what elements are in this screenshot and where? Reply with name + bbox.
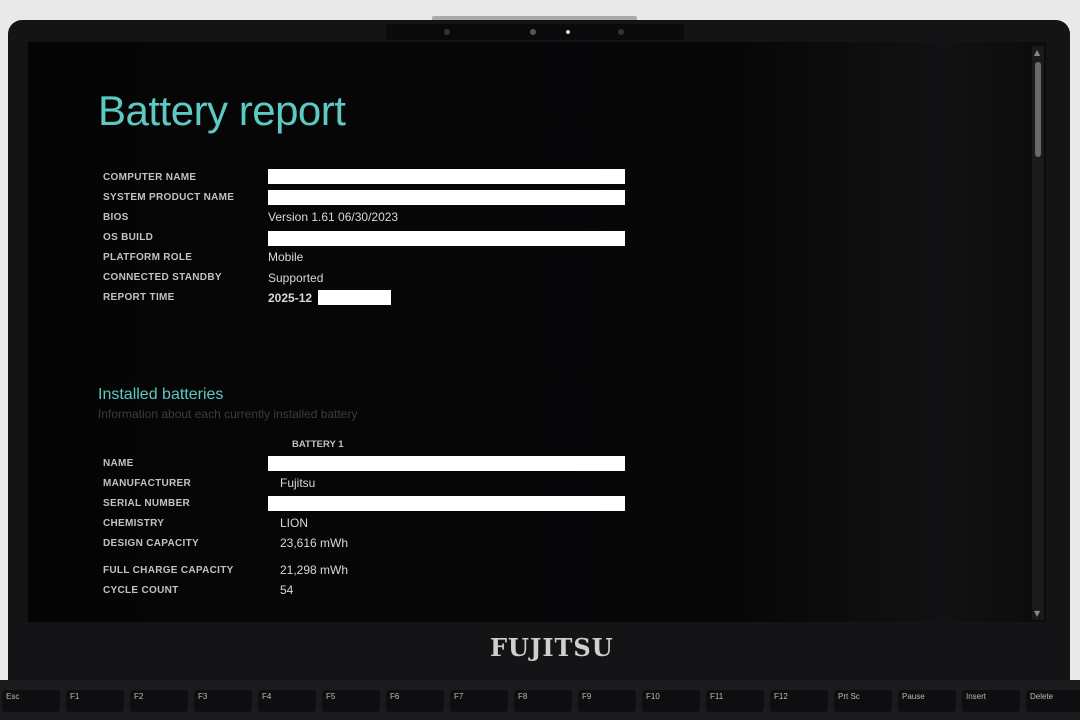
redacted-computer-name bbox=[268, 169, 625, 184]
scroll-up-arrow-icon[interactable]: ▲ bbox=[1034, 48, 1041, 57]
label-manufacturer: MANUFACTURER bbox=[103, 478, 192, 489]
camera-icon bbox=[530, 29, 536, 35]
sensor-icon bbox=[444, 29, 450, 35]
label-report-time: REPORT TIME bbox=[103, 292, 175, 303]
camera-led-icon bbox=[566, 30, 570, 34]
key-f10[interactable]: F10 bbox=[642, 690, 700, 712]
value-bios: Version 1.61 06/30/2023 bbox=[268, 210, 399, 224]
key-esc[interactable]: Esc bbox=[2, 690, 60, 712]
label-connected-standby: CONNECTED STANDBY bbox=[103, 272, 222, 283]
key-insert[interactable]: Insert bbox=[962, 690, 1020, 712]
label-os-build: OS BUILD bbox=[103, 232, 154, 243]
page-title: Battery report bbox=[98, 87, 346, 134]
redacted-battery-name bbox=[268, 456, 625, 471]
key-f8[interactable]: F8 bbox=[514, 690, 572, 712]
key-f6[interactable]: F6 bbox=[386, 690, 444, 712]
scroll-thumb[interactable] bbox=[1035, 62, 1041, 157]
value-full-charge-capacity: 21,298 mWh bbox=[280, 563, 349, 577]
battery-column-header: BATTERY 1 bbox=[292, 439, 344, 450]
value-cycle-count: 54 bbox=[280, 583, 294, 597]
key-prt-sc[interactable]: Prt Sc bbox=[834, 690, 892, 712]
vertical-scrollbar[interactable]: ▲ ▼ bbox=[1032, 46, 1044, 620]
redacted-os-build bbox=[268, 231, 625, 246]
redacted-report-time bbox=[318, 290, 391, 305]
label-platform-role: PLATFORM ROLE bbox=[103, 252, 193, 263]
value-report-time: 2025-12 bbox=[268, 291, 313, 305]
value-connected-standby: Supported bbox=[268, 271, 324, 285]
sensor-icon bbox=[618, 29, 624, 35]
redacted-serial-number bbox=[268, 496, 625, 511]
label-design-capacity: DESIGN CAPACITY bbox=[103, 538, 199, 549]
key-f4[interactable]: F4 bbox=[258, 690, 316, 712]
laptop-hinge bbox=[432, 16, 637, 21]
key-f7[interactable]: F7 bbox=[450, 690, 508, 712]
key-f9[interactable]: F9 bbox=[578, 690, 636, 712]
label-bios: BIOS bbox=[103, 212, 129, 223]
label-cycle-count: CYCLE COUNT bbox=[103, 585, 179, 596]
value-manufacturer: Fujitsu bbox=[280, 476, 316, 490]
key-delete[interactable]: Delete bbox=[1026, 690, 1080, 712]
battery-report-page: Battery report COMPUTER NAME SYSTEM PROD… bbox=[28, 42, 1046, 622]
redacted-product-name bbox=[268, 190, 625, 205]
key-f1[interactable]: F1 bbox=[66, 690, 124, 712]
installed-batteries-subtitle: Information about each currently install… bbox=[98, 407, 358, 421]
label-serial-number: SERIAL NUMBER bbox=[103, 498, 191, 509]
value-platform-role: Mobile bbox=[268, 250, 304, 264]
value-design-capacity: 23,616 mWh bbox=[280, 536, 349, 550]
key-f11[interactable]: F11 bbox=[706, 690, 764, 712]
key-f5[interactable]: F5 bbox=[322, 690, 380, 712]
installed-batteries-heading: Installed batteries bbox=[98, 386, 224, 403]
value-chemistry: LION bbox=[280, 516, 309, 530]
key-pause[interactable]: Pause bbox=[898, 690, 956, 712]
label-full-charge-capacity: FULL CHARGE CAPACITY bbox=[103, 565, 234, 576]
fujitsu-logo: FUJITSU bbox=[490, 633, 614, 662]
key-f12[interactable]: F12 bbox=[770, 690, 828, 712]
webcam-bar bbox=[386, 24, 684, 40]
label-system-product-name: SYSTEM PRODUCT NAME bbox=[103, 192, 235, 203]
label-name: NAME bbox=[103, 458, 134, 469]
key-f2[interactable]: F2 bbox=[130, 690, 188, 712]
key-f3[interactable]: F3 bbox=[194, 690, 252, 712]
scroll-down-arrow-icon[interactable]: ▼ bbox=[1034, 609, 1041, 618]
label-computer-name: COMPUTER NAME bbox=[103, 172, 197, 183]
label-chemistry: CHEMISTRY bbox=[103, 518, 165, 529]
